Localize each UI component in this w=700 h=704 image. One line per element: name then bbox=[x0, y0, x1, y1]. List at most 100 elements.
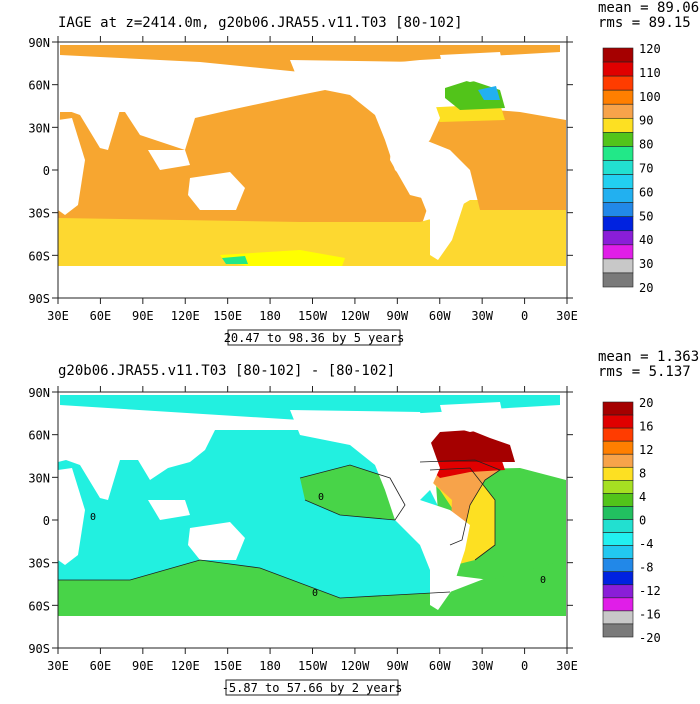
panel-2: g20b06.JRA55.v11.T03 [80-102] - [80-102]… bbox=[28, 349, 699, 696]
contour-label: 0 bbox=[318, 492, 324, 503]
colorbar-swatch bbox=[602, 532, 634, 546]
lon-tick-label: 30W bbox=[471, 659, 493, 673]
colorbar-swatch bbox=[602, 230, 634, 246]
antarctic-green-patch bbox=[222, 256, 248, 264]
land-greenland bbox=[440, 52, 505, 82]
lat-tick-label: 60S bbox=[28, 599, 50, 613]
lon-tick-label: 150W bbox=[298, 659, 328, 673]
colorbar-label: -8 bbox=[639, 561, 653, 575]
lon-tick-label: 150E bbox=[213, 659, 242, 673]
contour-label: 0 bbox=[540, 575, 546, 586]
lat-tick-label: 0 bbox=[43, 164, 50, 178]
colorbar-swatch bbox=[602, 89, 634, 105]
colorbar-label: -4 bbox=[639, 537, 653, 551]
colorbar-swatch bbox=[602, 146, 634, 161]
lon-tick-label: 120E bbox=[171, 309, 200, 323]
lat-tick-label: 30S bbox=[28, 207, 50, 221]
colorbar-swatch bbox=[602, 414, 634, 429]
lon-tick-label: 60W bbox=[429, 309, 451, 323]
ocean-arctic bbox=[60, 45, 560, 72]
colorbar-swatch bbox=[602, 258, 634, 274]
lat-tick-label: 90N bbox=[28, 386, 50, 400]
land-indonesia bbox=[148, 150, 190, 170]
lon-tick-label: 30E bbox=[556, 659, 578, 673]
land-australia bbox=[188, 522, 245, 560]
land-australia bbox=[188, 172, 245, 210]
panel-2-range-note: -5.87 to 57.66 by 2 years bbox=[222, 681, 403, 695]
panel-1: IAGE at z=2414.0m, g20b06.JRA55.v11.T03 … bbox=[28, 0, 699, 346]
colorbar-swatch bbox=[602, 117, 634, 133]
colorbar-label: 90 bbox=[639, 114, 653, 128]
lon-tick-label: 90E bbox=[132, 659, 154, 673]
lat-tick-label: 60S bbox=[28, 249, 50, 263]
land-indonesia bbox=[148, 500, 190, 520]
lat-tick-label: 90S bbox=[28, 642, 50, 656]
panel-2-colorbar: 20 16 12 8 4 0 -4 -8 -12 -16 -20 bbox=[602, 396, 661, 645]
lat-tick-label: 60N bbox=[28, 429, 50, 443]
land-africa bbox=[58, 118, 85, 215]
nordic-seas-dark bbox=[425, 430, 515, 462]
panel-1-lat-axis: 90N 60N 30N 0 30S 60S 90S bbox=[28, 36, 573, 306]
colorbar-label: 50 bbox=[639, 209, 653, 223]
colorbar-swatch bbox=[602, 623, 634, 638]
lon-tick-label: 120W bbox=[340, 659, 370, 673]
contour-line bbox=[299, 464, 406, 521]
panel-1-range-box bbox=[227, 329, 401, 346]
colorbar-swatch bbox=[602, 174, 634, 189]
lon-tick-label: 120W bbox=[340, 309, 370, 323]
colorbar-swatch bbox=[602, 466, 634, 481]
colorbar-swatch bbox=[602, 160, 634, 175]
lon-tick-label: 60E bbox=[90, 309, 112, 323]
panel-2-mean: mean = 1.363 bbox=[598, 349, 699, 365]
land-greenland bbox=[440, 402, 505, 432]
colorbar-label: 30 bbox=[639, 257, 653, 271]
panel-1-lon-axis: 30E 60E 90E 120E 150E 180 150W 120W 90W 60W 30W 0 30… bbox=[47, 36, 578, 323]
lat-tick-label: 30N bbox=[28, 471, 50, 485]
contour-label: 0 bbox=[312, 588, 318, 599]
colorbar-swatch bbox=[602, 571, 634, 586]
colorbar-label: 0 bbox=[639, 514, 646, 528]
lon-tick-label: 90W bbox=[386, 309, 408, 323]
lat-tick-label: 0 bbox=[43, 514, 50, 528]
labrador-patch bbox=[478, 86, 500, 100]
colorbar-swatch bbox=[602, 427, 634, 442]
colorbar-swatch bbox=[602, 584, 634, 599]
panel-1-rms: rms = 89.15 bbox=[598, 15, 691, 31]
panel-2-lat-axis: 90N 60N 30N 0 30S 60S 90S bbox=[28, 386, 573, 656]
contour-line bbox=[429, 467, 496, 561]
colorbar-swatch bbox=[602, 453, 634, 468]
colorbar-label: 70 bbox=[639, 162, 653, 176]
lon-tick-label: 30W bbox=[471, 309, 493, 323]
land-americas bbox=[290, 410, 470, 610]
panel-1-title: IAGE at z=2414.0m, g20b06.JRA55.v11.T03 … bbox=[58, 15, 463, 31]
lat-tick-label: 60N bbox=[28, 79, 50, 93]
colorbar-label: 100 bbox=[639, 90, 661, 104]
panel-2-rms: rms = 5.137 bbox=[598, 364, 691, 380]
land-africa-eurasia bbox=[58, 410, 220, 500]
land-antarctica bbox=[58, 266, 566, 298]
lon-tick-label: 30E bbox=[47, 309, 69, 323]
colorbar-label: 110 bbox=[639, 66, 661, 80]
green-tongue bbox=[300, 465, 405, 520]
panel-2-lon-axis: 30E 60E 90E 120E 150E 180 150W 120W 90W 60W 30W 0 30… bbox=[47, 386, 578, 673]
lat-tick-label: 30N bbox=[28, 121, 50, 135]
panel-1-mean: mean = 89.06 bbox=[598, 0, 699, 16]
lon-tick-label: 60E bbox=[90, 659, 112, 673]
colorbar-swatch bbox=[602, 558, 634, 573]
colorbar-swatch bbox=[602, 545, 634, 559]
contour-line bbox=[419, 459, 501, 546]
ocean-arctic bbox=[60, 395, 560, 420]
lon-tick-label: 120E bbox=[171, 659, 200, 673]
lon-tick-label: 30E bbox=[556, 309, 578, 323]
land-africa bbox=[58, 468, 85, 565]
panel-2-map: 0 0 0 0 bbox=[57, 391, 568, 649]
panel-1-colorbar: 120 110 100 90 80 70 60 50 40 30 20 bbox=[602, 42, 661, 295]
colorbar-label: 20 bbox=[639, 281, 653, 295]
colorbar-label: 4 bbox=[639, 490, 646, 504]
colorbar-swatch bbox=[602, 75, 634, 91]
panel-1-map bbox=[57, 41, 568, 299]
colorbar-swatch bbox=[602, 401, 634, 416]
land-antarctica bbox=[58, 616, 566, 648]
panel-2-title: g20b06.JRA55.v11.T03 [80-102] - [80-102] bbox=[58, 363, 395, 379]
